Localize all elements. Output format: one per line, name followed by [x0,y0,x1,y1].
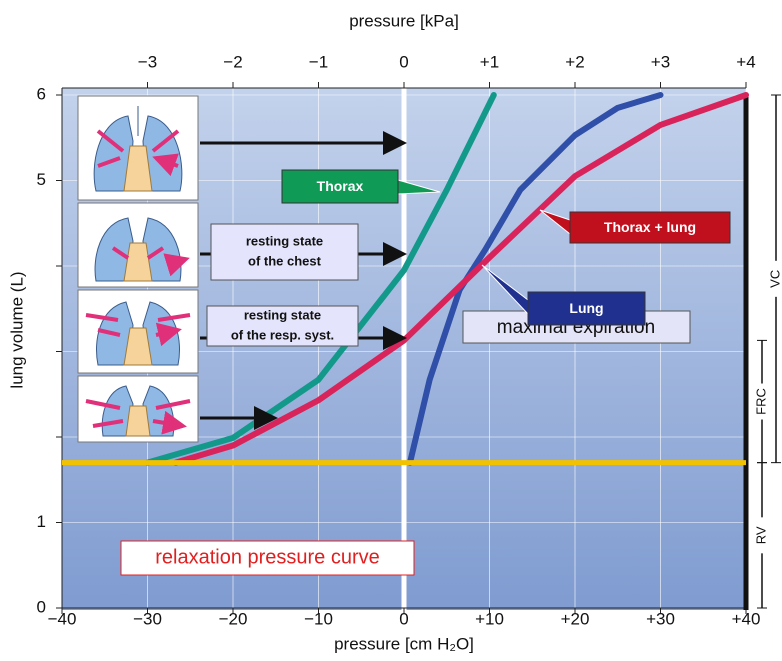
series-tag [527,291,646,326]
annotation: of the chest [248,253,322,268]
annotation-box [206,305,359,347]
annotation: resting state [246,233,323,248]
annotation-box [210,223,359,281]
x2-tick-label: −1 [309,52,328,71]
x-title: pressure [cm H₂O] [334,634,474,653]
y-tick-label: 6 [37,84,46,103]
curve [406,92,664,466]
x-tick-label: −30 [133,609,162,628]
bracket-label-bg [754,517,770,554]
x2-tick-label: −3 [138,52,157,71]
x2-tick-label: +3 [651,52,670,71]
x-tick-label: −10 [304,609,333,628]
y-tick-label: 1 [37,512,46,531]
x2-tick-label: +4 [736,52,755,71]
x2-tick-label: −2 [223,52,242,71]
x-tick-label: 0 [399,609,408,628]
x-tick-label: +30 [646,609,675,628]
x-tick-label: +20 [561,609,590,628]
x-tick-label: −40 [48,609,77,628]
bracket-label: FRC [753,388,768,415]
y-tick-label: 0 [37,597,46,616]
x2-tick-label: +2 [565,52,584,71]
series-tag [569,211,731,244]
annotation: of the resp. syst. [231,327,334,342]
series-label: Thorax + lung [604,219,696,235]
bracket-label-bg [768,260,782,297]
series-tag [281,169,399,204]
y-tick-label: 5 [37,170,46,189]
x2-tick-label: 0 [399,52,408,71]
annotation-box [120,540,415,576]
curve [172,92,749,466]
y-title: lung volume (L) [7,271,26,388]
annotation: relaxation pressure curve [155,546,380,568]
x-tick-label: +40 [732,609,761,628]
curve [144,92,497,466]
lung-diagrams [77,95,407,442]
x-tick-label: −20 [219,609,248,628]
annotation: resting state [244,307,321,322]
x2-tick-label: +1 [480,52,499,71]
bracket-label-bg [754,383,770,420]
x2-title: pressure [kPa] [349,11,459,30]
series-label: Thorax [317,178,364,194]
series-label: Lung [569,300,603,316]
bracket-label: VC [767,270,782,288]
x-tick-label: +10 [475,609,504,628]
bracket-label: RV [753,526,768,544]
